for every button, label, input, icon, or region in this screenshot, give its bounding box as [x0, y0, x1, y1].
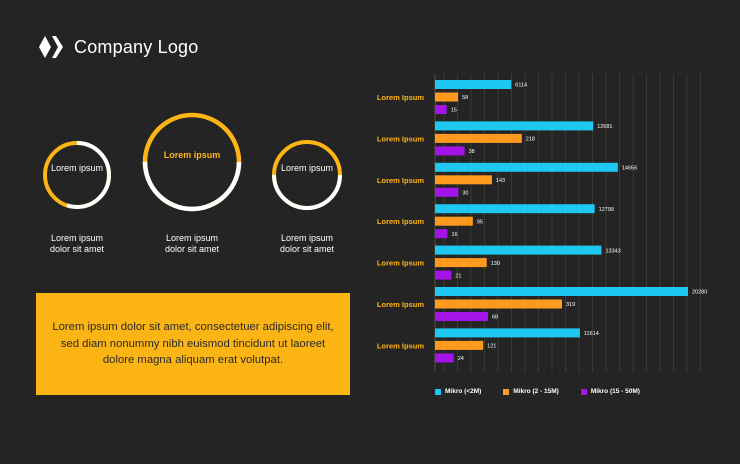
- bar: [435, 216, 473, 226]
- chart-legend: Mikro (<2M) Mikro (2 - 15M) Mikro (15 - 50…: [435, 388, 640, 395]
- bar: [435, 229, 448, 239]
- bar-value-label: 16: [451, 232, 457, 238]
- ring-caption: Lorem ipsum dolor sit amet: [49, 233, 105, 255]
- bar-value-label: 319: [566, 302, 575, 308]
- bar: [435, 162, 618, 172]
- ring-caption: Lorem ipsum dolor sit amet: [279, 233, 335, 255]
- bar-value-label: 58: [462, 95, 468, 101]
- bar: [435, 328, 580, 338]
- bar-value-label: 15: [451, 108, 457, 114]
- legend-label: Mikro (2 - 15M): [513, 388, 559, 395]
- bar-value-label: 6114: [515, 83, 527, 89]
- legend-label: Mikro (15 - 50M): [590, 388, 640, 395]
- bar: [435, 299, 562, 309]
- category-label: Lorem Ipsum: [377, 300, 424, 309]
- ring-caption: Lorem ipsum dolor sit amet: [164, 233, 220, 255]
- legend-swatch: [435, 388, 441, 395]
- category-label: Lorem Ipsum: [377, 259, 424, 268]
- ring-label: Lorem ipsum: [280, 163, 334, 173]
- info-text: Lorem ipsum dolor sit amet, consectetuer…: [52, 320, 334, 367]
- bar-value-label: 38: [469, 149, 475, 155]
- legend-swatch: [503, 388, 510, 395]
- bar: [435, 287, 688, 296]
- bar: [435, 146, 465, 156]
- legend-item: Mikro (2 - 15M): [503, 388, 559, 395]
- bar: [435, 312, 488, 321]
- bar-value-label: 20280: [692, 290, 707, 296]
- category-label: Lorem Ipsum: [377, 93, 424, 102]
- bar: [435, 121, 594, 131]
- bar: [435, 133, 522, 143]
- bar: [435, 80, 512, 89]
- bar-value-label: 14656: [622, 166, 637, 172]
- bar-value-label: 24: [458, 356, 464, 362]
- ring-label: Lorem ipsum: [50, 163, 104, 173]
- bar-value-label: 68: [492, 315, 498, 321]
- bar-value-label: 218: [526, 137, 535, 143]
- bar-value-label: 13343: [605, 248, 620, 254]
- bar-value-label: 21: [455, 273, 461, 279]
- ring-arc: [43, 141, 111, 209]
- bar-value-label: 143: [496, 178, 505, 184]
- category-label: Lorem Ipsum: [377, 341, 424, 350]
- bar-value-label: 95: [477, 219, 483, 225]
- bar: [435, 105, 447, 114]
- bar: [435, 245, 602, 255]
- category-label: Lorem Ipsum: [377, 134, 424, 143]
- bar: [435, 204, 595, 214]
- bar-value-label: 12799: [599, 207, 614, 213]
- info-box: Lorem ipsum dolor sit amet, consectetuer…: [36, 293, 350, 395]
- bar: [435, 187, 459, 197]
- bar-value-label: 130: [491, 261, 500, 267]
- bar: [435, 270, 452, 280]
- bar-value-label: 12681: [597, 124, 612, 130]
- ring-arc: [142, 112, 242, 212]
- bar-value-label: 30: [462, 191, 468, 197]
- bar-value-label: 11614: [584, 331, 599, 337]
- bar: [435, 258, 487, 268]
- bar: [435, 175, 492, 185]
- bar: [435, 92, 459, 102]
- category-label: Lorem Ipsum: [377, 176, 424, 185]
- ring-label: Lorem ipsum: [163, 150, 221, 160]
- legend-swatch: [580, 388, 587, 395]
- logo-mark-icon: [39, 36, 63, 58]
- company-logo: Company Logo: [38, 36, 198, 58]
- legend-item: Mikro (<2M): [435, 388, 481, 395]
- category-label: Lorem Ipsum: [377, 217, 424, 226]
- bar: [435, 340, 484, 350]
- company-logo-text: Company Logo: [74, 36, 199, 57]
- bar: [435, 353, 454, 363]
- ring-arc: [272, 140, 342, 210]
- legend-item: Mikro (15 - 50M): [580, 388, 640, 395]
- bar-value-label: 121: [487, 344, 496, 350]
- legend-label: Mikro (<2M): [445, 388, 482, 395]
